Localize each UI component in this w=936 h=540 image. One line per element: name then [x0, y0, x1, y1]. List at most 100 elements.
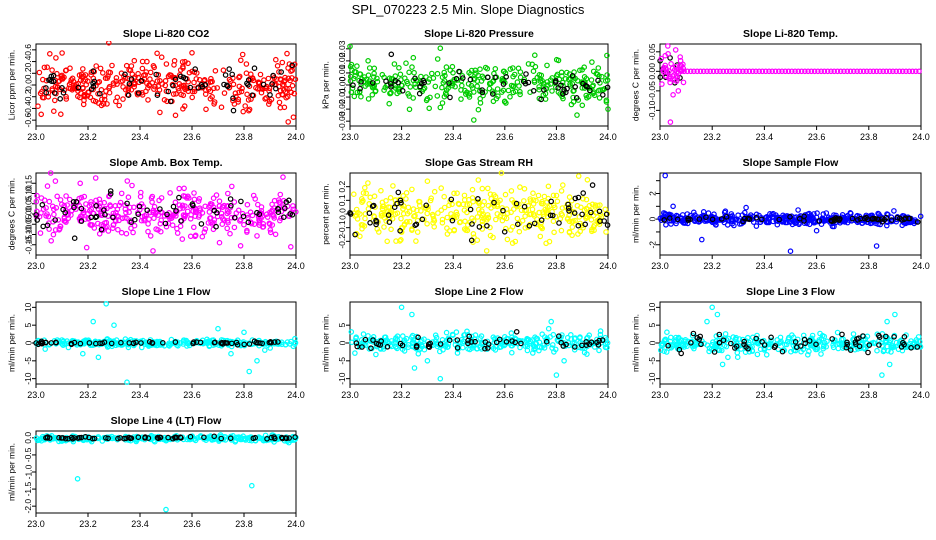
data-point [894, 215, 901, 221]
data-point [360, 331, 367, 337]
data-point [805, 68, 811, 75]
data-point [153, 71, 160, 78]
data-point [443, 64, 450, 70]
data-point [472, 67, 479, 74]
data-point [278, 341, 285, 348]
data-point [154, 78, 161, 84]
data-point [454, 350, 461, 356]
y-tick-label: 0.01 [337, 64, 347, 81]
data-point [240, 339, 247, 345]
chart-panel: Slope Line 3 Flow 23.0 23.2 23.4 23.6 23.8 24.… [630, 286, 930, 400]
data-point [158, 217, 165, 224]
chart-title: Slope Li-820 Temp. [743, 28, 838, 40]
data-point [525, 336, 532, 343]
data-point [863, 68, 870, 75]
data-point [290, 114, 297, 121]
data-point [82, 337, 89, 344]
data-point [67, 65, 73, 72]
data-point [571, 344, 578, 350]
data-point [57, 197, 64, 203]
data-point [128, 219, 135, 226]
data-point [369, 92, 376, 98]
y-tick-label: 0.00 [647, 63, 657, 80]
data-point [365, 333, 371, 339]
data-point [68, 77, 75, 83]
data-point [38, 195, 45, 201]
data-point [769, 68, 776, 75]
data-point [501, 333, 508, 340]
data-point [449, 331, 456, 338]
data-point [736, 336, 743, 342]
data-point [264, 214, 271, 220]
data-point [593, 70, 600, 77]
y-tick-label: -5 [647, 357, 657, 365]
data-point [232, 215, 238, 221]
data-point [470, 198, 476, 205]
data-point [763, 219, 770, 225]
x-tick-label: 23.6 [496, 261, 514, 271]
data-point [407, 84, 414, 90]
data-points [33, 432, 299, 513]
data-point [139, 344, 145, 351]
data-point [286, 435, 293, 441]
data-point [47, 170, 54, 176]
data-point [158, 228, 164, 235]
y-tick-label: -2 [647, 241, 657, 249]
data-point [93, 340, 99, 347]
data-point [548, 198, 555, 205]
data-point [743, 68, 749, 75]
data-point [256, 222, 263, 228]
data-point [559, 182, 566, 188]
data-point [522, 80, 529, 87]
data-point [502, 341, 508, 348]
data-point [832, 337, 838, 343]
data-point [533, 340, 540, 347]
data-point [68, 341, 75, 348]
data-point [229, 71, 236, 78]
data-point [347, 43, 353, 50]
data-point [850, 68, 857, 75]
data-point [176, 88, 182, 94]
data-point [208, 75, 214, 82]
data-point [446, 80, 452, 86]
data-point [46, 50, 53, 57]
data-point [705, 210, 712, 216]
data-point [383, 78, 389, 85]
data-point [475, 106, 482, 113]
data-point [703, 214, 709, 221]
data-point [252, 434, 259, 441]
data-point [193, 206, 199, 213]
data-point [411, 69, 417, 76]
y-axis-label: degrees C per min. [6, 178, 16, 250]
data-point [523, 71, 529, 77]
data-point [604, 344, 610, 351]
data-point [514, 221, 521, 228]
data-point [227, 78, 234, 85]
data-point [66, 196, 73, 203]
data-point [292, 434, 298, 440]
data-point [420, 77, 427, 84]
data-point [602, 78, 609, 84]
chart-title: Slope Sample Flow [743, 157, 840, 169]
data-point [454, 77, 461, 83]
data-point [591, 227, 597, 234]
data-point [729, 217, 736, 224]
data-point [589, 182, 596, 188]
data-point [44, 222, 51, 229]
data-point [350, 75, 357, 82]
chart-panel: Slope Li-820 Temp. 23.0 23.2 23.4 23.6 23.8 24… [630, 28, 930, 142]
data-point [500, 81, 507, 87]
data-point [516, 228, 523, 235]
data-point [369, 80, 376, 86]
data-point [512, 339, 519, 346]
data-point [572, 335, 579, 341]
data-point [753, 68, 759, 75]
data-point [250, 192, 257, 199]
data-point [730, 334, 737, 340]
data-point [220, 341, 226, 347]
data-point [438, 207, 445, 214]
x-tick-label: 24.0 [287, 261, 305, 271]
data-point [740, 68, 746, 75]
data-point [680, 79, 687, 86]
data-point [174, 339, 181, 345]
